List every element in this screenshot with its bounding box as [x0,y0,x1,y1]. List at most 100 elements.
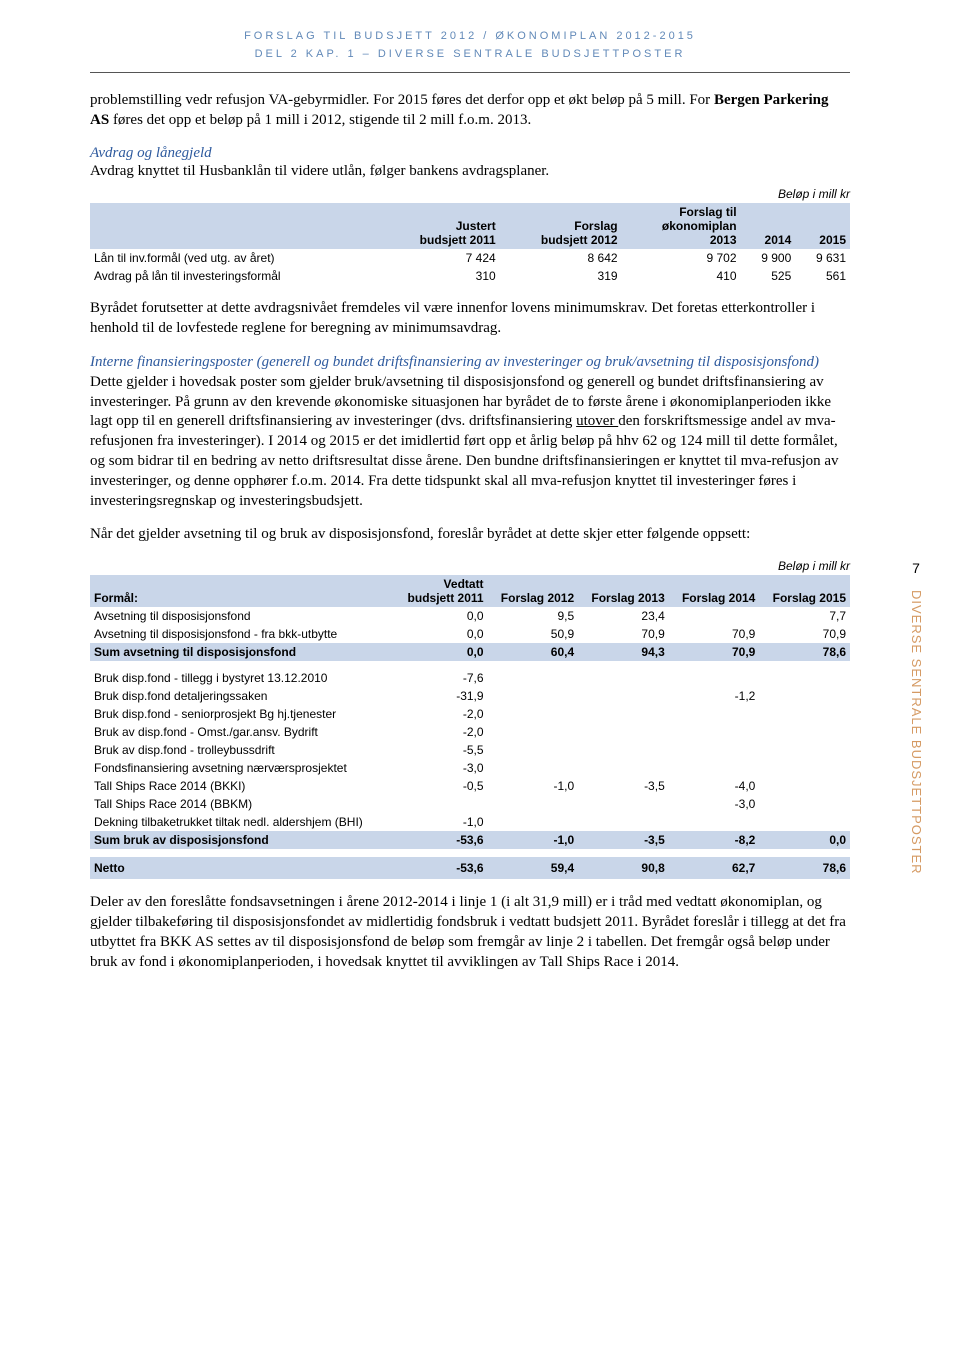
table-cell [578,705,669,723]
t2-h6: Forslag 2015 [759,575,850,607]
table-cell: Avdrag på lån til investeringsformål [90,267,379,285]
t2-h5: Forslag 2014 [669,575,760,607]
table-row: Netto-53,659,490,862,778,6 [90,857,850,879]
table-cell [488,661,579,687]
table-cell: -3,5 [578,831,669,849]
table-cell: 23,4 [578,607,669,625]
table-cell [578,661,669,687]
table-cell: Avsetning til disposisjonsfond [90,607,394,625]
table-cell [394,795,488,813]
table-cell [669,607,760,625]
table-cell: -1,0 [394,813,488,831]
para4-italic: Interne finansieringsposter (generell og… [90,354,819,370]
table-cell: 0,0 [394,607,488,625]
t1-h4b: økonomiplan [662,219,737,233]
table-cell: -7,6 [394,661,488,687]
side-label: 7 DIVERSE SENTRALE BUDSJETTPOSTER [909,560,924,878]
table-cell [488,795,579,813]
table-cell: -3,0 [669,795,760,813]
table-cell: 7,7 [759,607,850,625]
unit-caption-2: Beløp i mill kr [90,559,850,573]
table-avdrag: Justert budsjett 2011 Forslag budsjett 2… [90,203,850,285]
table-cell [488,687,579,705]
subhead-avdrag: Avdrag og lånegjeld [90,145,850,162]
table-cell [488,705,579,723]
table-cell: 94,3 [578,643,669,661]
table-cell: 525 [741,267,796,285]
table-row: Bruk av disp.fond - Omst./gar.ansv. Bydr… [90,723,850,741]
spacer-row [90,849,850,857]
table-cell [488,741,579,759]
table-cell: -8,2 [669,831,760,849]
para1-a: problemstilling vedr refusjon VA-gebyrmi… [90,92,714,108]
table-cell: Lån til inv.formål (ved utg. av året) [90,249,379,267]
table-row: Dekning tilbaketrukket tiltak nedl. alde… [90,813,850,831]
t1-h3a: Forslag [574,219,617,233]
table-cell: -1,0 [488,831,579,849]
header-line-1: FORSLAG TIL BUDSJETT 2012 / ØKONOMIPLAN … [90,30,850,42]
t2-h2b: budsjett 2011 [408,591,484,605]
table-cell: Bruk av disp.fond - Omst./gar.ansv. Bydr… [90,723,394,741]
table-cell [669,759,760,777]
table-row: Tall Ships Race 2014 (BBKM) -3,0 [90,795,850,813]
table-cell: 70,9 [578,625,669,643]
table-cell [578,687,669,705]
table-row: Avdrag på lån til investeringsformål3103… [90,267,850,285]
table-cell: -31,9 [394,687,488,705]
table-cell [759,687,850,705]
page-container: FORSLAG TIL BUDSJETT 2012 / ØKONOMIPLAN … [0,0,960,1012]
t2-h1: Formål: [90,575,394,607]
unit-caption-1: Beløp i mill kr [90,187,850,201]
t2-h3: Forslag 2012 [488,575,579,607]
table-cell: 62,7 [669,857,760,879]
header-rule [90,72,850,73]
table-cell [759,741,850,759]
table-cell: 9,5 [488,607,579,625]
table-row: Fondsfinansiering avsetning nærværsprosj… [90,759,850,777]
paragraph-5: Når det gjelder avsetning til og bruk av… [90,525,850,545]
t1-h4a: Forslag til [679,205,736,219]
table-cell: 0,0 [394,625,488,643]
table-cell: 50,9 [488,625,579,643]
table-cell: 9 900 [741,249,796,267]
header-line-2: DEL 2 KAP. 1 – DIVERSE SENTRALE BUDSJETT… [90,48,850,60]
table-cell [669,705,760,723]
table-cell: 310 [379,267,500,285]
para4-underline: utover [576,413,618,429]
t1-h6: 2015 [795,203,850,249]
table-cell: 78,6 [759,857,850,879]
table-cell: -53,6 [394,857,488,879]
table-cell: 70,9 [669,643,760,661]
table-cell: Netto [90,857,394,879]
table-cell [759,723,850,741]
table-cell: -3,5 [578,777,669,795]
table-cell [759,777,850,795]
t1-h4c: 2013 [710,233,737,247]
table-cell: Bruk disp.fond detaljeringssaken [90,687,394,705]
t1-h2: Justert budsjett 2011 [379,203,500,249]
paragraph-avdrag: Avdrag knyttet til Husbanklån til videre… [90,162,850,182]
table-cell [669,661,760,687]
table-cell: Tall Ships Race 2014 (BBKM) [90,795,394,813]
table-cell: Bruk disp.fond - seniorprosjekt Bg hj.tj… [90,705,394,723]
table-row: Tall Ships Race 2014 (BKKI)-0,5-1,0-3,5-… [90,777,850,795]
table-cell: 7 424 [379,249,500,267]
table-row: Bruk disp.fond detaljeringssaken-31,9-1,… [90,687,850,705]
table-row: Avsetning til disposisjonsfond0,09,523,4… [90,607,850,625]
table-row: Bruk disp.fond - seniorprosjekt Bg hj.tj… [90,705,850,723]
table-cell [578,759,669,777]
t2-h2a: Vedtatt [444,577,484,591]
table-cell: -2,0 [394,705,488,723]
paragraph-6: Deler av den foreslåtte fondsavsetningen… [90,893,850,972]
table-cell: 78,6 [759,643,850,661]
table-cell [759,813,850,831]
table-cell: 70,9 [669,625,760,643]
side-vertical-text: DIVERSE SENTRALE BUDSJETTPOSTER [909,590,924,875]
t1-h3: Forslag budsjett 2012 [500,203,622,249]
table-row: Sum avsetning til disposisjonsfond0,060,… [90,643,850,661]
t1-h4: Forslag til økonomiplan 2013 [622,203,741,249]
table-cell [759,661,850,687]
table-cell: 0,0 [759,831,850,849]
table-cell: -5,5 [394,741,488,759]
table-row: Bruk disp.fond - tillegg i bystyret 13.1… [90,661,850,687]
